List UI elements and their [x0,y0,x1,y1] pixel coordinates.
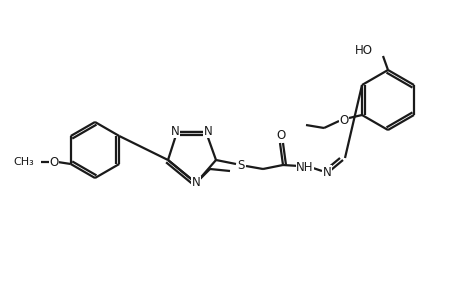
Text: N: N [203,124,212,137]
Text: O: O [49,155,58,169]
Text: O: O [276,128,285,142]
Text: O: O [339,113,348,127]
Text: N: N [322,166,330,178]
Text: N: N [170,124,179,137]
Text: HO: HO [354,44,372,56]
Text: S: S [237,158,244,172]
Text: N: N [191,176,200,190]
Text: NH: NH [296,160,313,173]
Text: CH₃: CH₃ [13,157,34,167]
